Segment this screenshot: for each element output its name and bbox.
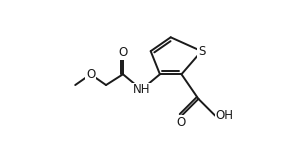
Text: O: O — [86, 68, 95, 81]
Text: OH: OH — [215, 109, 233, 122]
Text: O: O — [118, 46, 127, 59]
Text: O: O — [177, 116, 186, 129]
Text: S: S — [198, 45, 205, 58]
Text: NH: NH — [133, 83, 150, 96]
